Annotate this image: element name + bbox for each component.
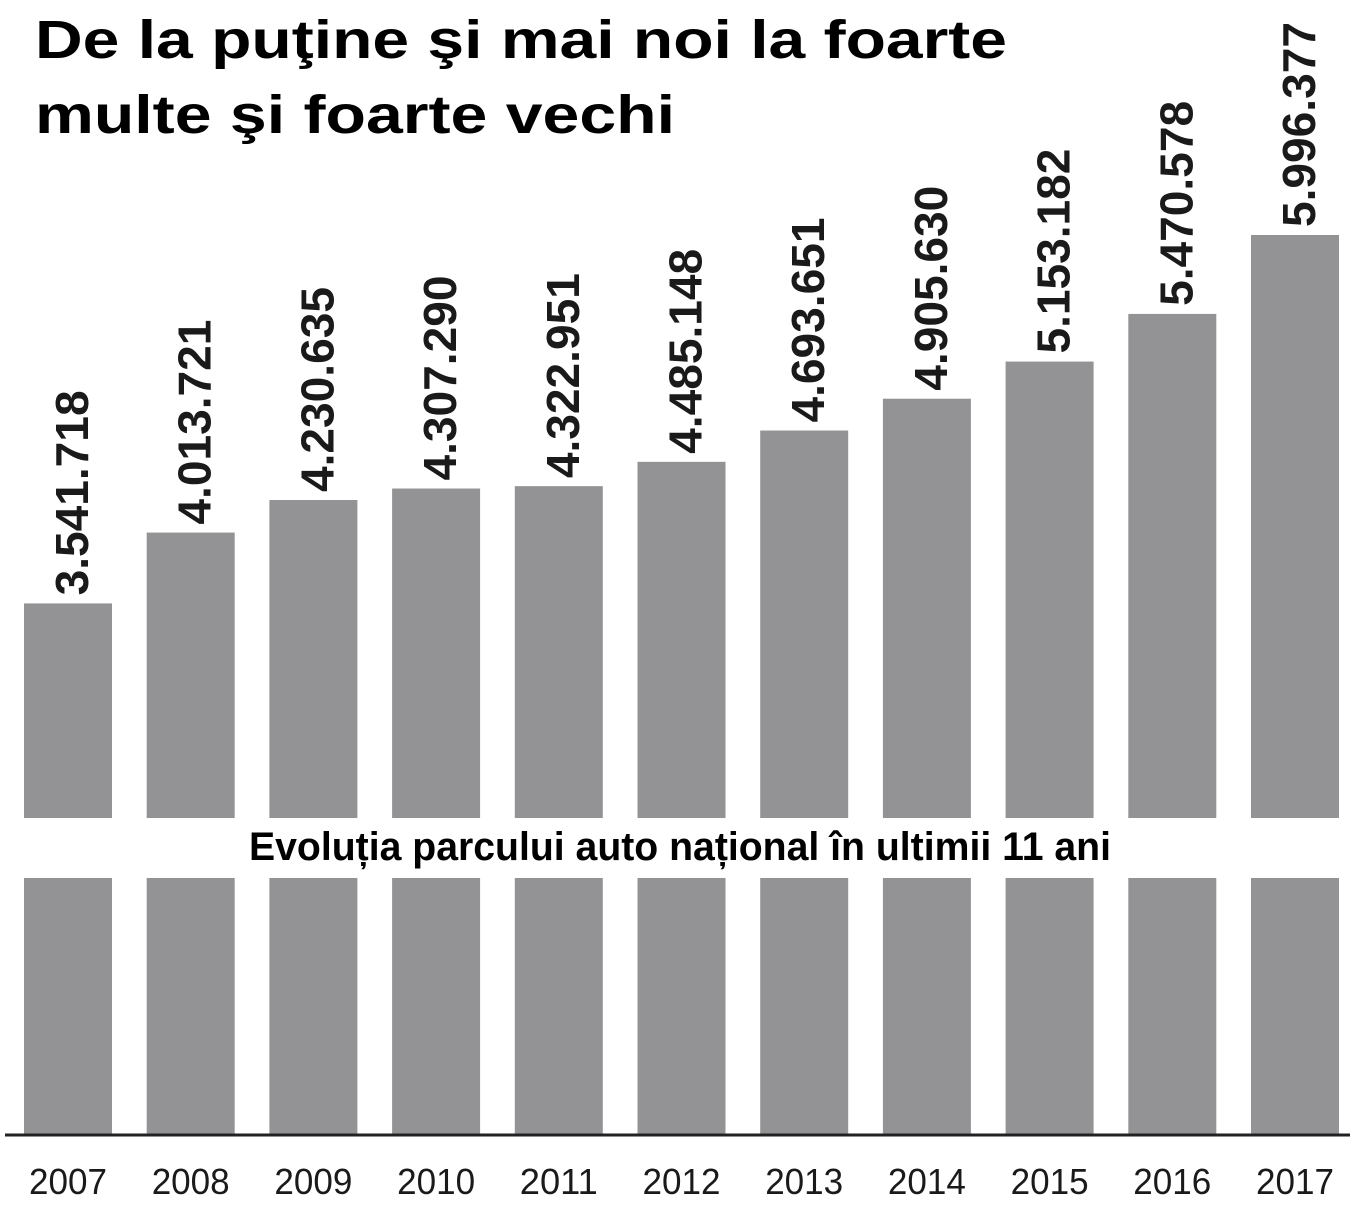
value-label-2014: 4.905.630 — [905, 186, 957, 391]
value-label-2015: 5.153.182 — [1028, 149, 1080, 354]
x-tick-2009: 2009 — [274, 1161, 352, 1202]
value-label-2013: 4.693.651 — [782, 218, 834, 423]
x-tick-2007: 2007 — [29, 1161, 107, 1202]
bar-2014 — [882, 398, 971, 1135]
value-label-2011: 4.322.951 — [537, 273, 589, 478]
bar-2016 — [1128, 313, 1217, 1136]
x-tick-2013: 2013 — [765, 1161, 843, 1202]
bar-2012 — [637, 461, 726, 1136]
x-tick-2008: 2008 — [152, 1161, 230, 1202]
x-tick-labels: 2007 2008 2009 2010 2011 2012 2013 2014 2015 2016… — [29, 1161, 1334, 1202]
bar-2015 — [1005, 361, 1094, 1135]
chart-title-line-1: De la puţine şi mai noi la foarte — [35, 10, 1007, 70]
bar-2011 — [514, 486, 603, 1136]
value-label-2008: 4.013.721 — [169, 320, 221, 525]
x-tick-2012: 2012 — [643, 1161, 721, 1202]
bar-2013 — [760, 430, 849, 1135]
chart-subtitle: Evoluția parcului auto național în ultim… — [249, 825, 1111, 869]
value-label-2010: 4.307.290 — [414, 276, 466, 481]
chart-title-line-2: multe şi foarte vechi — [35, 85, 675, 145]
value-label-2016: 5.470.578 — [1150, 101, 1202, 306]
value-label-2007: 3.541.718 — [46, 390, 98, 595]
x-tick-2015: 2015 — [1011, 1161, 1089, 1202]
bar-2010 — [392, 488, 481, 1136]
x-tick-2016: 2016 — [1133, 1161, 1211, 1202]
x-tick-2017: 2017 — [1256, 1161, 1334, 1202]
x-tick-2010: 2010 — [397, 1161, 475, 1202]
value-label-2017: 5.996.377 — [1273, 22, 1325, 227]
value-label-2009: 4.230.635 — [291, 287, 343, 492]
bar-2009 — [269, 500, 358, 1135]
value-label-2012: 4.485.148 — [660, 249, 712, 454]
x-tick-2011: 2011 — [520, 1161, 598, 1202]
x-tick-2014: 2014 — [888, 1161, 966, 1202]
bars-group: 3.541.718 4.013.721 4.230.635 4.307.290 4.32… — [24, 22, 1339, 1136]
subtitle-band — [0, 818, 1355, 878]
bar-2017 — [1251, 235, 1339, 1135]
